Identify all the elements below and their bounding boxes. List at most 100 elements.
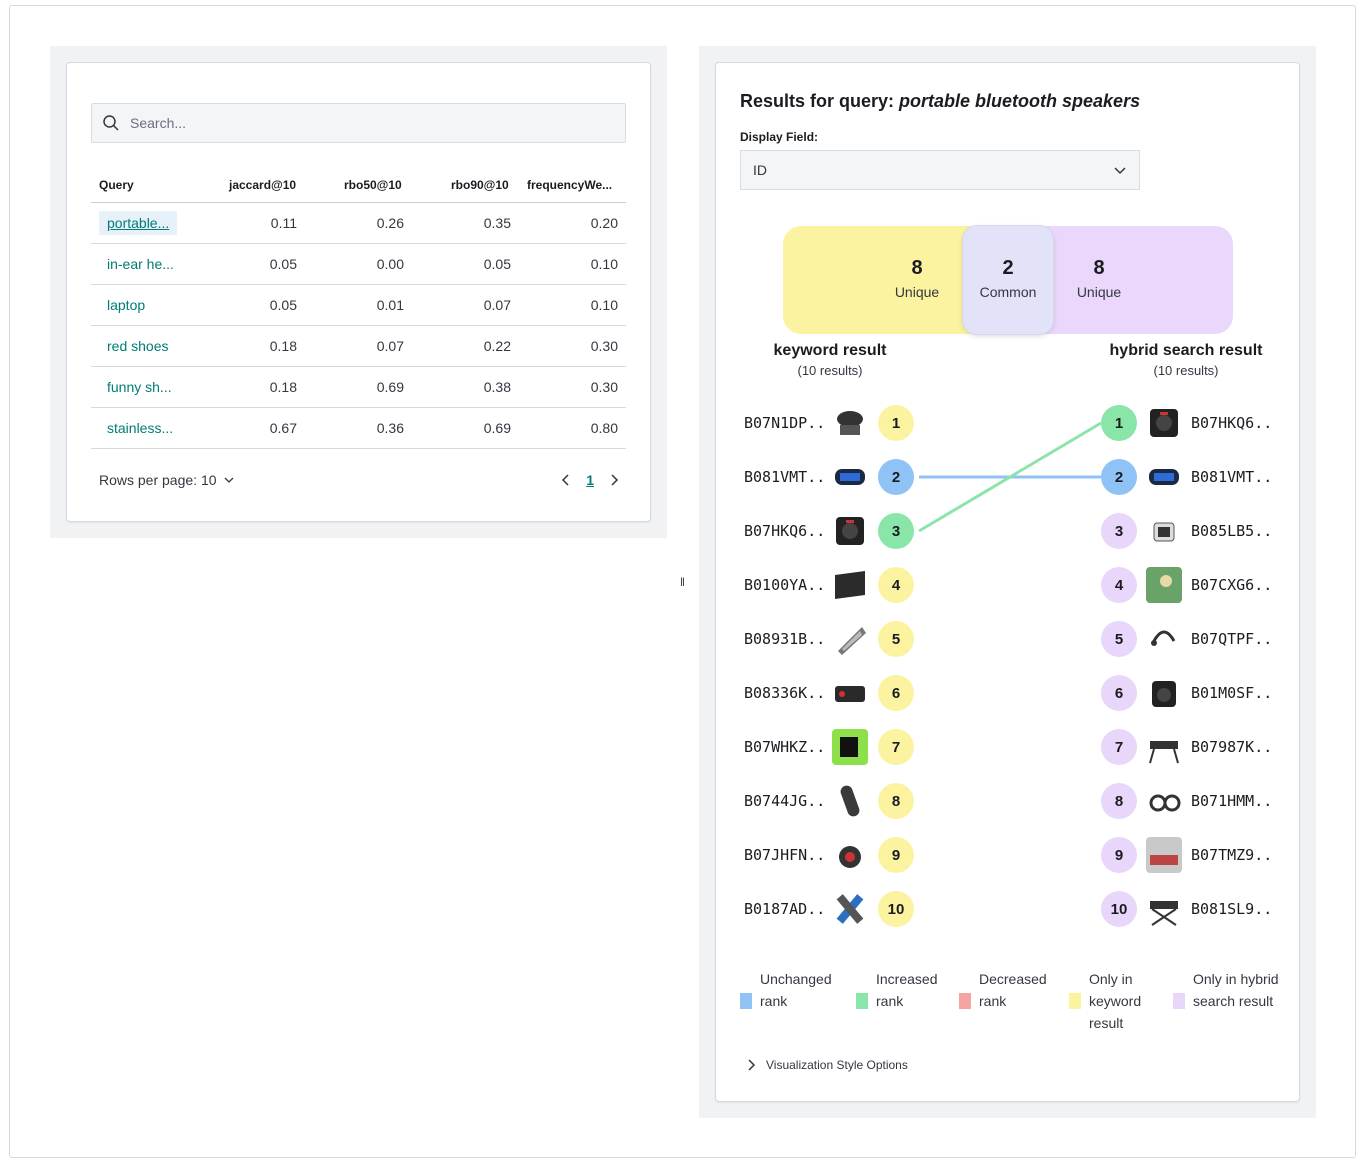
hybrid-result-item[interactable]: 10 B081SL9... bbox=[1101, 890, 1273, 928]
rbo90-value: 0.69 bbox=[483, 420, 511, 436]
keyword-result-item[interactable]: B07HKQ6... 3 bbox=[744, 512, 914, 550]
table-row[interactable]: in-ear he... 0.05 0.00 0.05 0.10 bbox=[91, 244, 626, 285]
visualization-style-options-toggle[interactable]: Visualization Style Options bbox=[746, 1058, 908, 1072]
hybrid-result-item[interactable]: 1 B07HKQ6... bbox=[1101, 404, 1273, 442]
legend-label: Only in keyword result bbox=[1089, 971, 1142, 1031]
common-count: 2 bbox=[1002, 257, 1014, 279]
jaccard-value: 0.67 bbox=[269, 420, 297, 436]
column-header-rbo50[interactable]: rbo50@10 bbox=[344, 178, 402, 192]
table-row[interactable]: red shoes 0.18 0.07 0.22 0.30 bbox=[91, 326, 626, 367]
query-link[interactable]: stainless... bbox=[107, 420, 174, 436]
keyword-result-item[interactable]: B07WHKZ... 7 bbox=[744, 728, 914, 766]
product-thumbnail bbox=[1146, 891, 1182, 927]
query-link[interactable]: red shoes bbox=[107, 338, 169, 354]
frequency-value: 0.10 bbox=[590, 297, 618, 313]
rank-badge: 4 bbox=[1101, 567, 1137, 603]
legend-label: Increased rank bbox=[876, 971, 938, 1009]
product-id: B07TMZ9... bbox=[1191, 846, 1273, 864]
keyword-result-title: keyword result bbox=[773, 342, 887, 359]
product-id: B07N1DP... bbox=[744, 414, 826, 432]
visualization-style-options-label: Visualization Style Options bbox=[766, 1058, 908, 1072]
table-row[interactable]: portable... 0.11 0.26 0.35 0.20 bbox=[91, 203, 626, 244]
hybrid-result-item[interactable]: 4 B07CXG6... bbox=[1101, 566, 1273, 604]
jaccard-value: 0.05 bbox=[269, 256, 297, 272]
keyword-result-count: (10 results) bbox=[797, 363, 863, 378]
legend-item: Unchanged rank bbox=[740, 968, 832, 1012]
product-id: B071HMM... bbox=[1191, 792, 1273, 810]
table-row[interactable]: stainless... 0.67 0.36 0.69 0.80 bbox=[91, 408, 626, 449]
keyword-result-item[interactable]: B0100YA... 4 bbox=[744, 566, 914, 604]
query-text: portable bluetooth speakers bbox=[899, 91, 1141, 111]
table-row[interactable]: funny sh... 0.18 0.69 0.38 0.30 bbox=[91, 367, 626, 408]
rows-per-page-button[interactable]: Rows per page: 10 bbox=[99, 472, 235, 488]
keyword-result-item[interactable]: B07JHFN... 9 bbox=[744, 836, 914, 874]
keyword-result-item[interactable]: B081VMT... 2 bbox=[744, 458, 914, 496]
product-thumbnail bbox=[832, 783, 868, 819]
product-thumbnail bbox=[832, 729, 868, 765]
rank-badge: 7 bbox=[1101, 729, 1137, 765]
product-thumbnail bbox=[1146, 783, 1182, 819]
rank-badge: 9 bbox=[1101, 837, 1137, 873]
previous-page-icon[interactable] bbox=[560, 473, 572, 487]
header-divider bbox=[91, 202, 626, 203]
product-thumbnail bbox=[832, 891, 868, 927]
hybrid-result-item[interactable]: 8 B071HMM... bbox=[1101, 782, 1273, 820]
hybrid-result-item[interactable]: 2 B081VMT... bbox=[1101, 458, 1273, 496]
query-link[interactable]: in-ear he... bbox=[107, 256, 174, 272]
hybrid-result-item[interactable]: 6 B01M0SF... bbox=[1101, 674, 1273, 712]
hybrid-result-item[interactable]: 7 B07987K... bbox=[1101, 728, 1273, 766]
hybrid-result-item[interactable]: 9 B07TMZ9... bbox=[1101, 836, 1273, 874]
product-id: B08336K... bbox=[744, 684, 826, 702]
venn-left-count: 8 Unique bbox=[872, 257, 962, 300]
column-header-jaccard[interactable]: jaccard@10 bbox=[229, 178, 297, 192]
results-card: Results for query: portable bluetooth sp… bbox=[715, 62, 1300, 1102]
column-header-rbo90[interactable]: rbo90@10 bbox=[451, 178, 509, 192]
hybrid-result-title: hybrid search result bbox=[1109, 342, 1263, 359]
keyword-result-item[interactable]: B08336K... 6 bbox=[744, 674, 914, 712]
legend-label: Decreased rank bbox=[979, 971, 1047, 1009]
product-thumbnail bbox=[832, 567, 868, 603]
product-id: B081SL9... bbox=[1191, 900, 1273, 918]
rank-badge: 10 bbox=[878, 891, 914, 927]
legend-item: Only in keyword result bbox=[1069, 968, 1149, 1034]
product-id: B0187AD... bbox=[744, 900, 826, 918]
rbo90-value: 0.35 bbox=[483, 215, 511, 231]
keyword-result-item[interactable]: B0744JG... 8 bbox=[744, 782, 914, 820]
next-page-icon[interactable] bbox=[608, 473, 620, 487]
keyword-result-item[interactable]: B07N1DP... 1 bbox=[744, 404, 914, 442]
hybrid-result-item[interactable]: 5 B07QTPF... bbox=[1101, 620, 1273, 658]
column-header-frequency[interactable]: frequencyWe... bbox=[527, 178, 613, 192]
rbo50-value: 0.36 bbox=[376, 420, 404, 436]
rbo90-value: 0.22 bbox=[483, 338, 511, 354]
keyword-result-item[interactable]: B0187AD... 10 bbox=[744, 890, 914, 928]
rbo90-value: 0.05 bbox=[483, 256, 511, 272]
table-row[interactable]: laptop 0.05 0.01 0.07 0.10 bbox=[91, 285, 626, 326]
rbo50-value: 0.01 bbox=[376, 297, 404, 313]
display-field-label: Display Field: bbox=[740, 130, 819, 144]
legend-swatch bbox=[740, 993, 752, 1009]
rank-badge: 4 bbox=[878, 567, 914, 603]
query-link[interactable]: laptop bbox=[107, 297, 146, 313]
column-header-query[interactable]: Query bbox=[99, 178, 134, 192]
product-id: B07WHKZ... bbox=[744, 738, 826, 756]
query-link[interactable]: portable... bbox=[99, 211, 178, 235]
legend-label: Unchanged rank bbox=[760, 971, 832, 1009]
product-id: B081VMT... bbox=[1191, 468, 1273, 486]
legend-item: Only in hybrid search result bbox=[1173, 968, 1283, 1012]
rows-per-page-label: Rows per page: 10 bbox=[99, 472, 217, 488]
rbo50-value: 0.00 bbox=[376, 256, 404, 272]
resize-handle[interactable]: ‖ bbox=[680, 575, 685, 589]
rbo50-value: 0.26 bbox=[376, 215, 404, 231]
display-field-select[interactable]: ID bbox=[740, 150, 1140, 190]
keyword-result-item[interactable]: B08931B... 5 bbox=[744, 620, 914, 658]
venn-common-count: 2 Common bbox=[963, 257, 1053, 300]
hybrid-result-item[interactable]: 3 B085LB5... bbox=[1101, 512, 1273, 550]
rank-badge: 5 bbox=[1101, 621, 1137, 657]
page-1-button[interactable]: 1 bbox=[586, 472, 594, 488]
product-thumbnail bbox=[832, 675, 868, 711]
pagination: 1 bbox=[560, 472, 620, 488]
query-link[interactable]: funny sh... bbox=[107, 379, 172, 395]
product-id: B07CXG6... bbox=[1191, 576, 1273, 594]
rank-badge: 1 bbox=[878, 405, 914, 441]
search-input[interactable]: Search... bbox=[91, 103, 626, 143]
